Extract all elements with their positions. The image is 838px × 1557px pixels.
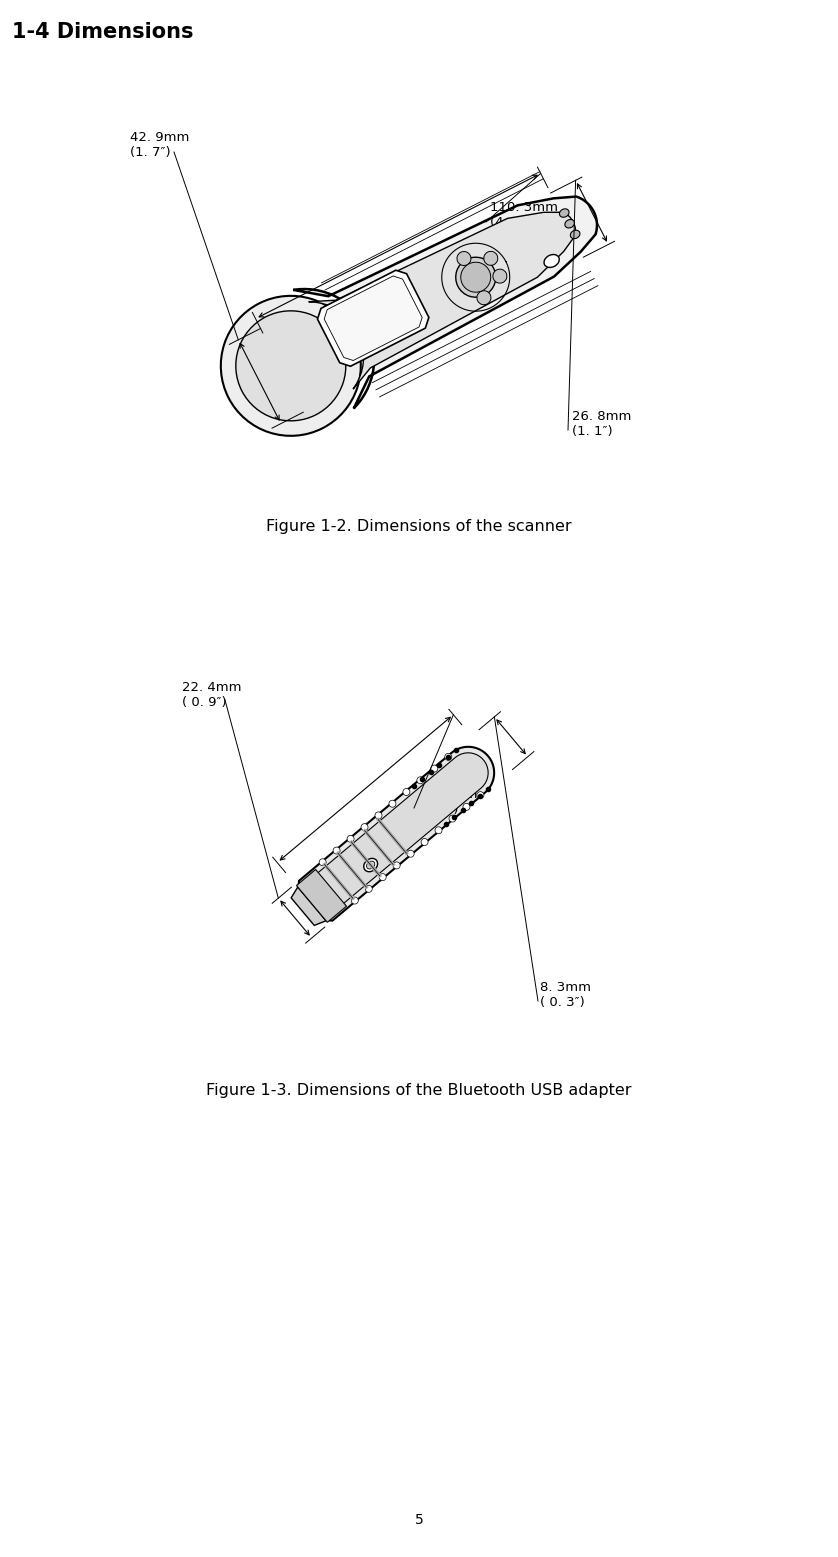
Ellipse shape — [457, 252, 471, 266]
Ellipse shape — [493, 269, 507, 283]
Text: 8. 3mm
( 0. 3″): 8. 3mm ( 0. 3″) — [540, 981, 591, 1009]
Ellipse shape — [361, 824, 368, 830]
Ellipse shape — [364, 858, 378, 872]
Ellipse shape — [334, 847, 340, 855]
Text: Figure 1-2. Dimensions of the scanner: Figure 1-2. Dimensions of the scanner — [266, 520, 572, 534]
Text: 75. 8mm
( 3.0″): 75. 8mm ( 3.0″) — [418, 788, 478, 816]
Ellipse shape — [220, 296, 361, 436]
Ellipse shape — [477, 791, 484, 799]
Ellipse shape — [449, 814, 456, 822]
Ellipse shape — [484, 251, 498, 265]
Ellipse shape — [347, 836, 354, 842]
Text: 26. 8mm
(1. 1″): 26. 8mm (1. 1″) — [572, 409, 631, 438]
Polygon shape — [298, 747, 494, 920]
Ellipse shape — [375, 811, 382, 819]
Ellipse shape — [366, 861, 375, 869]
Polygon shape — [291, 887, 326, 925]
Ellipse shape — [431, 764, 437, 772]
Ellipse shape — [365, 886, 372, 892]
Polygon shape — [293, 196, 597, 408]
Ellipse shape — [235, 311, 346, 420]
Polygon shape — [308, 752, 489, 911]
Ellipse shape — [445, 754, 452, 760]
Text: 5: 5 — [415, 1513, 423, 1527]
Ellipse shape — [571, 230, 580, 238]
Ellipse shape — [435, 827, 442, 835]
Ellipse shape — [565, 220, 575, 227]
Ellipse shape — [416, 777, 424, 783]
Text: 22. 4mm
( 0. 9″): 22. 4mm ( 0. 9″) — [182, 680, 241, 708]
Ellipse shape — [389, 800, 396, 807]
Ellipse shape — [380, 873, 386, 881]
Ellipse shape — [461, 262, 491, 293]
Ellipse shape — [319, 859, 326, 866]
Text: 110. 3mm
(4. 3″): 110. 3mm (4. 3″) — [490, 201, 558, 229]
Ellipse shape — [421, 839, 428, 845]
Text: 1-4 Dimensions: 1-4 Dimensions — [12, 22, 194, 42]
Ellipse shape — [463, 803, 470, 810]
Text: 42. 9mm
(1. 7″): 42. 9mm (1. 7″) — [130, 131, 189, 159]
Polygon shape — [308, 212, 576, 389]
Ellipse shape — [544, 254, 559, 268]
Ellipse shape — [393, 863, 401, 869]
Polygon shape — [324, 276, 422, 361]
Ellipse shape — [560, 209, 569, 218]
Polygon shape — [318, 271, 429, 366]
Ellipse shape — [351, 897, 359, 905]
Ellipse shape — [407, 850, 414, 858]
Ellipse shape — [477, 291, 491, 305]
Ellipse shape — [456, 257, 496, 297]
Ellipse shape — [403, 788, 410, 796]
Text: Figure 1-3. Dimensions of the Bluetooth USB adapter: Figure 1-3. Dimensions of the Bluetooth … — [206, 1082, 632, 1098]
Polygon shape — [297, 869, 346, 922]
